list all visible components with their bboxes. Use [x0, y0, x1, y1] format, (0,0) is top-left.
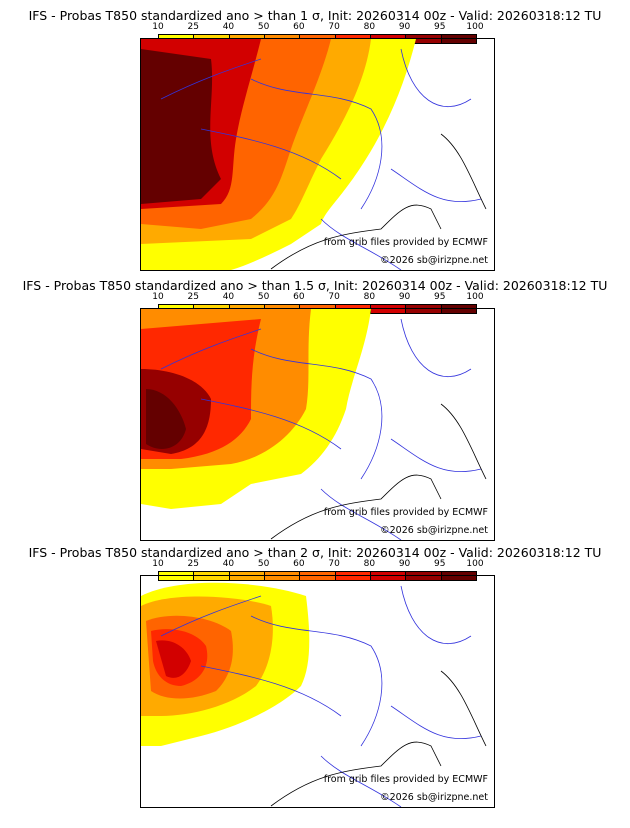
border-line: [250, 615, 383, 747]
colorbar-tick-label: 50: [257, 292, 270, 302]
colorbar-ticks: 10 25 40 50 60 70 80 90 95 100: [152, 292, 483, 303]
border-line: [320, 218, 402, 270]
border-line: [390, 705, 482, 740]
colorbar-tick-label: 80: [363, 292, 376, 302]
colorbar-tick-label: 80: [363, 22, 376, 32]
colorbar-swatch: [229, 572, 265, 580]
probability-map: from grib files provided by ECMWF ©2026 …: [140, 575, 495, 808]
colorbar-ticks: 10 25 40 50 60 70 80 90 95 100: [152, 559, 483, 570]
colorbar-tick-label: 40: [222, 559, 235, 569]
colorbar-ticks: 10 25 40 50 60 70 80 90 95 100: [152, 22, 483, 33]
colorbar-tick-label: 25: [187, 559, 199, 569]
colorbar-tick-label: 100: [466, 559, 484, 569]
panel-title: IFS - Probas T850 standardized ano > tha…: [22, 278, 608, 293]
coastline: [270, 133, 487, 270]
border-line: [200, 128, 342, 180]
probability-contour: [156, 640, 191, 678]
colorbar-tick-label: 40: [222, 22, 235, 32]
source-credit: from grib files provided by ECMWF: [323, 774, 488, 785]
map-svg: [141, 39, 487, 270]
probability-map: from grib files provided by ECMWF ©2026 …: [140, 38, 495, 271]
colorbar-swatch: [264, 572, 301, 580]
colorbar-tick-label: 95: [434, 22, 446, 32]
colorbar-tick-label: 95: [434, 559, 446, 569]
colorbar-swatch: [300, 572, 336, 580]
copyright-credit: ©2026 sb@irizpne.net: [380, 525, 488, 536]
border-line: [400, 48, 472, 108]
border-line: [320, 755, 402, 807]
colorbar-tick-label: 10: [152, 292, 164, 302]
colorbar-swatch: [406, 572, 442, 580]
colorbar-tick-label: 80: [363, 559, 376, 569]
border-line: [390, 168, 482, 203]
colorbar-tick-label: 70: [328, 22, 340, 32]
colorbar-tick-label: 25: [187, 22, 199, 32]
colorbar-tick-label: 100: [466, 292, 484, 302]
colorbar-swatch: [370, 572, 407, 580]
forecast-panel: IFS - Probas T850 standardized ano > tha…: [0, 278, 630, 546]
border-line: [160, 328, 262, 370]
colorbar-tick-label: 100: [466, 22, 484, 32]
colorbar-swatch: [441, 305, 476, 313]
border-line: [250, 348, 383, 480]
copyright-credit: ©2026 sb@irizpne.net: [380, 255, 488, 266]
coastline: [270, 403, 487, 540]
colorbar-tick-label: 50: [257, 559, 270, 569]
probability-map: from grib files provided by ECMWF ©2026 …: [140, 308, 495, 541]
colorbar-tick-label: 60: [293, 22, 305, 32]
border-line: [400, 585, 472, 645]
colorbar-swatch: [406, 305, 442, 313]
border-line: [160, 58, 262, 100]
colorbar-tick-label: 70: [328, 292, 340, 302]
colorbar-swatch: [370, 305, 407, 313]
map-svg: [141, 582, 487, 807]
forecast-panel: IFS - Probas T850 standardized ano > tha…: [0, 545, 630, 813]
colorbar: [158, 571, 477, 581]
source-credit: from grib files provided by ECMWF: [323, 237, 488, 248]
colorbar-tick-label: 50: [257, 22, 270, 32]
border-line: [390, 438, 482, 473]
border-line: [250, 78, 383, 210]
colorbar-swatch: [335, 572, 371, 580]
border-line: [200, 665, 342, 717]
source-credit: from grib files provided by ECMWF: [323, 507, 488, 518]
colorbar-tick-label: 10: [152, 559, 164, 569]
probability-contour: [146, 389, 186, 449]
panel-title: IFS - Probas T850 standardized ano > tha…: [28, 545, 602, 560]
colorbar-tick-label: 25: [187, 292, 199, 302]
forecast-panel: IFS - Probas T850 standardized ano > tha…: [0, 8, 630, 276]
colorbar-tick-label: 95: [434, 292, 446, 302]
colorbar-swatch: [441, 572, 476, 580]
panel-title: IFS - Probas T850 standardized ano > tha…: [28, 8, 602, 23]
colorbar-tick-label: 90: [398, 559, 411, 569]
border-line: [200, 398, 342, 450]
colorbar-swatch: [441, 35, 476, 43]
colorbar-tick-label: 40: [222, 292, 235, 302]
border-line: [160, 595, 262, 637]
probability-contour: [141, 49, 221, 204]
border-line: [320, 488, 402, 540]
border-line: [400, 318, 472, 378]
colorbar-tick-label: 60: [293, 559, 305, 569]
colorbar-swatch: [194, 572, 230, 580]
colorbar-swatch: [159, 572, 195, 580]
coastline: [270, 670, 487, 807]
copyright-credit: ©2026 sb@irizpne.net: [380, 792, 488, 803]
colorbar-tick-label: 90: [398, 292, 411, 302]
colorbar-swatch: [406, 35, 442, 43]
colorbar-tick-label: 10: [152, 22, 164, 32]
map-svg: [141, 309, 487, 540]
colorbar-tick-label: 60: [293, 292, 305, 302]
colorbar-tick-label: 70: [328, 559, 340, 569]
colorbar-tick-label: 90: [398, 22, 411, 32]
